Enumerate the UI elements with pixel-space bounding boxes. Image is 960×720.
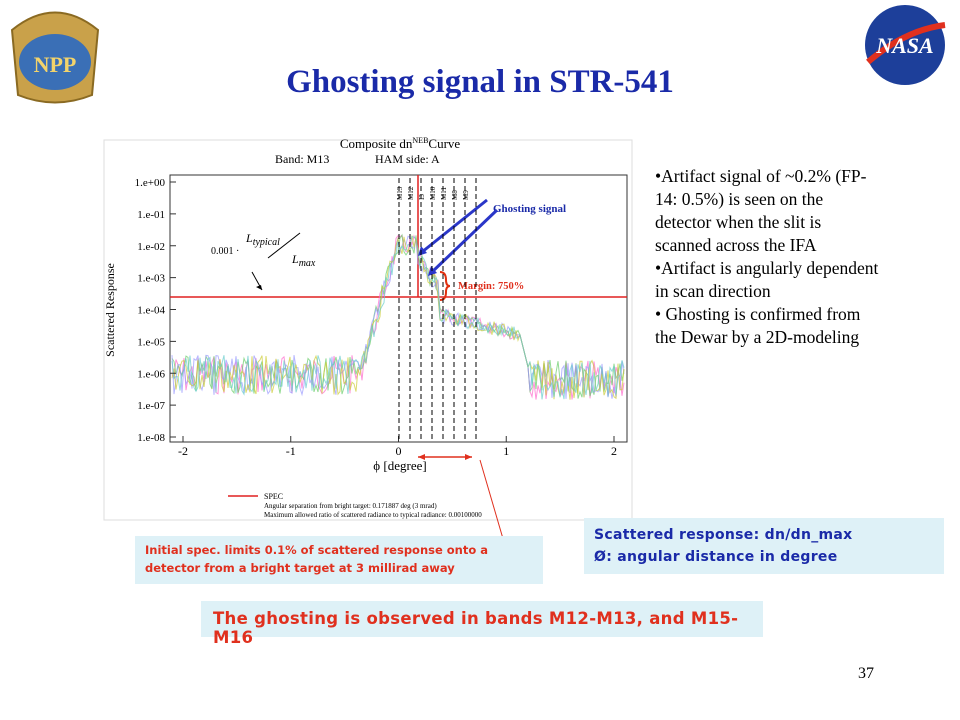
legend-name: SPEC — [264, 492, 283, 501]
band-label: M12 — [407, 186, 415, 200]
scan-trace — [171, 235, 625, 400]
legend-text: Maximum allowed ratio of scattered radia… — [264, 511, 482, 519]
y-tick-label: 1.e-01 — [137, 209, 165, 221]
annotation: Margin: 750% — [458, 281, 524, 292]
bullet-list: •Artifact signal of ~0.2% (FP-14: 0.5%) … — [655, 165, 880, 349]
band-text: Band: M13 — [275, 152, 329, 166]
fraction-bar — [267, 232, 301, 259]
arrowhead — [256, 285, 262, 290]
y-tick-label: 1.e+00 — [135, 177, 166, 189]
plot: Composite dnNEBCurve Band: M13 HAM side:… — [103, 136, 628, 574]
y-axis-label: Scattered Response — [103, 263, 117, 357]
y-tick-label: 1.e-05 — [137, 336, 165, 348]
legend-line: Scattered response: dn/dn_max — [594, 527, 853, 543]
band-label: M13 — [396, 186, 404, 200]
y-tick-label: 1.e-07 — [137, 400, 165, 412]
formula: 0.001 · — [211, 246, 239, 257]
legend-text: Angular separation from bright target: 0… — [264, 502, 437, 510]
conclusion: The ghosting is observed in bands M12-M1… — [201, 601, 763, 647]
band-label: M9 — [462, 190, 470, 200]
figure-frame — [103, 139, 633, 521]
band-label: M10 — [429, 186, 437, 200]
scan-curve — [171, 233, 625, 400]
bullet: •Artifact is angularly dependent in scan… — [655, 258, 879, 301]
legend-line: Ø: angular distance in degree — [594, 549, 838, 565]
bullet: • Ghosting is confirmed from the Dewar b… — [655, 304, 861, 347]
y-tick-label: 1.e-02 — [137, 241, 165, 253]
x-tick-label: 2 — [611, 444, 617, 458]
plot-title: Composite dnNEBCurve — [340, 136, 461, 151]
y-tick-label: 1.e-03 — [137, 273, 165, 285]
scan-trace — [171, 235, 625, 400]
x-tick-label: -2 — [178, 444, 188, 458]
x-tick-label: 0 — [396, 444, 402, 458]
formula: Lmax — [291, 252, 316, 269]
slide-title: Ghosting signal in STR-541 — [286, 64, 674, 100]
annotation: Ghosting signal — [493, 203, 566, 215]
y-tick-label: 1.e-04 — [137, 305, 165, 317]
brace — [439, 271, 451, 301]
legend-box: Scattered response: dn/dn_max Ø: angular … — [584, 518, 944, 574]
y-tick-label: 1.e-06 — [137, 368, 165, 380]
formula: Ltypical — [245, 231, 280, 248]
x-axis-label: ϕ [degree] — [373, 458, 426, 473]
formula-box — [208, 228, 326, 272]
y-tick-label: 1.e-08 — [137, 432, 165, 444]
x-tick-label: 1 — [503, 444, 509, 458]
x-tick-label: -1 — [286, 444, 296, 458]
logo-text: NPP — [34, 52, 77, 77]
bullet: •Artifact signal of ~0.2% (FP-14: 0.5%) … — [655, 166, 867, 255]
band-label: M8 — [451, 190, 459, 200]
nasa-logo: NASA — [865, 5, 946, 85]
spec-note: Initial spec. limits 0.1% of scattered r… — [135, 536, 543, 584]
logo-text: NASA — [875, 33, 933, 58]
npp-logo: NPP — [10, 11, 100, 104]
band-label: M11 — [440, 187, 448, 200]
band-label: I3 — [418, 194, 426, 200]
ham-text: HAM side: A — [375, 152, 440, 166]
page-number: 37 — [858, 665, 874, 682]
